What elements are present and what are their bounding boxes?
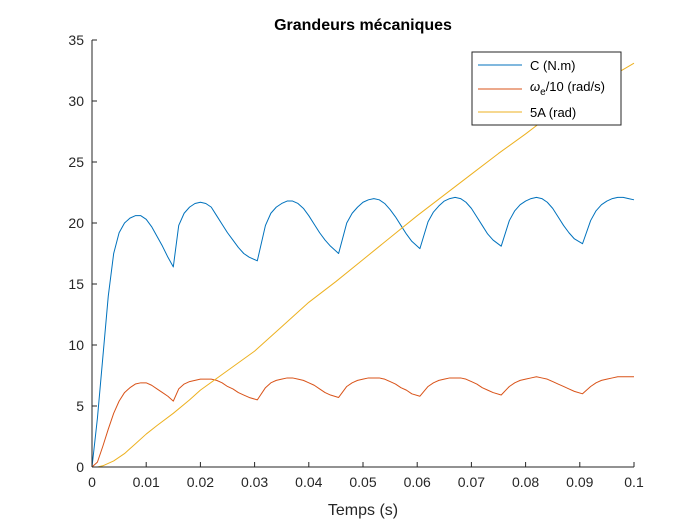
legend-omega-subscript: e	[540, 87, 546, 98]
series-line-c	[91, 196, 635, 468]
y-tick-label: 25	[68, 154, 84, 170]
legend: C (N.m) ωe/10 (rad/s) 5A (rad)	[471, 51, 622, 126]
x-tick-label: 0.1	[624, 474, 644, 490]
legend-omega-rest: /10 (rad/s)	[546, 79, 605, 94]
y-tick-label: 0	[76, 459, 84, 475]
y-tick-label: 30	[68, 93, 84, 109]
x-tick-label: 0.01	[133, 474, 160, 490]
y-tick-label: 5	[76, 398, 84, 414]
legend-omega-symbol: ω	[530, 79, 540, 94]
x-tick-label: 0.03	[241, 474, 268, 490]
x-tick-label: 0.07	[458, 474, 485, 490]
legend-label-omega: ωe/10 (rad/s)	[530, 79, 605, 98]
series-line-omega	[91, 376, 634, 468]
series-layer	[91, 62, 635, 468]
x-axis-label: Temps (s)	[328, 502, 398, 519]
x-tick-label: 0	[88, 474, 96, 490]
x-ticks: 0 0.01 0.02 0.03 0.04 0.05 0.06 0.07 0.08 0.09 0.1	[88, 462, 644, 490]
x-tick-label: 0.09	[566, 474, 593, 490]
x-tick-label: 0.02	[187, 474, 214, 490]
y-tick-label: 15	[68, 276, 84, 292]
legend-label-c: C (N.m)	[530, 58, 576, 73]
y-tick-label: 20	[68, 215, 84, 231]
x-tick-label: 0.06	[404, 474, 431, 490]
x-tick-label: 0.08	[512, 474, 539, 490]
y-tick-label: 35	[68, 32, 84, 48]
y-ticks: 0 5 10 15 20 25 30 35	[68, 32, 97, 475]
chart-title: Grandeurs mécaniques	[274, 17, 452, 34]
x-tick-label: 0.05	[349, 474, 376, 490]
x-tick-label: 0.04	[295, 474, 322, 490]
y-tick-label: 10	[68, 337, 84, 353]
legend-label-a: 5A (rad)	[530, 105, 576, 120]
series-line-a	[92, 62, 635, 468]
